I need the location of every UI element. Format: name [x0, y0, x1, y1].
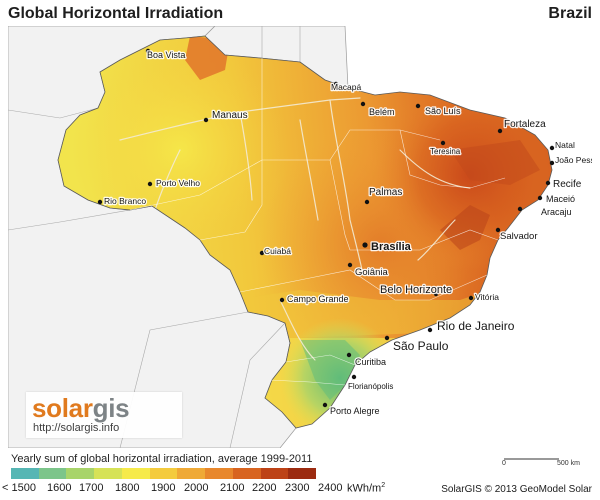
city-marker — [279, 297, 285, 303]
city-label: Palmas — [369, 187, 402, 198]
city-marker — [468, 295, 474, 301]
city-label: Manaus — [212, 110, 248, 121]
city-label: Curitiba — [355, 357, 386, 367]
legend-label-6: 2100 — [220, 482, 245, 494]
city-label: Goiânia — [355, 267, 388, 278]
legend-color-bar — [11, 468, 317, 479]
city-label: Vitória — [475, 292, 499, 302]
city-label: São Paulo — [393, 339, 449, 353]
city-label: Porto Alegre — [330, 406, 380, 416]
scale-zero-label: 0 — [502, 460, 506, 467]
legend-swatch-1 — [38, 468, 67, 479]
city-marker — [362, 242, 368, 248]
city-label: Teresina — [430, 147, 461, 156]
legend-label-8: 2300 — [285, 482, 310, 494]
solargis-logo: solargis http://solargis.info — [26, 392, 182, 438]
legend-swatch-2 — [66, 468, 95, 479]
city-marker — [549, 145, 555, 151]
legend-label-1: 1600 — [47, 482, 72, 494]
scale-bar-graphic — [504, 458, 559, 460]
city-marker — [440, 140, 446, 146]
legend-label-5: 2000 — [184, 482, 209, 494]
city-marker — [495, 227, 501, 233]
city-marker — [360, 101, 366, 107]
legend-unit: kWh/m2 — [347, 482, 385, 495]
city-marker — [147, 181, 153, 187]
city-marker — [549, 160, 555, 166]
city-marker — [517, 206, 523, 212]
city-label: Macapá — [331, 82, 362, 92]
legend-label-0: < 1500 — [2, 482, 36, 494]
legend-label-4: 1900 — [151, 482, 176, 494]
city-marker — [537, 195, 543, 201]
city-label: Cuiabá — [264, 246, 291, 256]
legend-swatch-7 — [205, 468, 233, 479]
legend-title: Yearly sum of global horizontal irradiat… — [11, 453, 313, 465]
legend-swatch-10 — [288, 468, 317, 479]
legend-swatch-0 — [11, 468, 39, 479]
credit-line: SolarGIS © 2013 GeoModel Solar — [441, 484, 592, 495]
logo-word-gis: gis — [92, 393, 130, 423]
city-label: Porto Velho — [156, 178, 200, 188]
city-label: Maceió — [546, 194, 575, 204]
city-marker — [259, 250, 265, 256]
city-marker — [433, 291, 439, 297]
scale-distance-label: 500 km — [557, 460, 580, 467]
legend-swatch-5 — [149, 468, 178, 479]
city-label: São Luís — [425, 106, 461, 116]
logo-url[interactable]: http://solargis.info — [33, 422, 120, 434]
city-marker — [497, 128, 503, 134]
legend-swatch-6 — [177, 468, 206, 479]
city-marker — [415, 103, 421, 109]
city-marker — [347, 262, 353, 268]
city-marker — [364, 199, 370, 205]
city-label: Fortaleza — [504, 119, 546, 130]
legend-label-7: 2200 — [252, 482, 277, 494]
logo-word-solar: solar — [32, 393, 93, 423]
city-label: Rio de Janeiro — [437, 319, 515, 333]
city-marker — [203, 117, 209, 123]
city-marker — [333, 81, 339, 87]
city-label: Belém — [369, 107, 395, 117]
irradiation-map: Boa Vista Macapá Manaus Belém São Luís Fortal… — [8, 26, 592, 448]
legend-label-2: 1700 — [79, 482, 104, 494]
city-label: Belo Horizonte — [380, 284, 452, 296]
city-markers: Boa Vista Macapá Manaus Belém São Luís Fortal… — [97, 48, 592, 417]
city-label: Florianópolis — [348, 382, 393, 391]
legend-label-3: 1800 — [115, 482, 140, 494]
city-label: Rio Branco — [104, 196, 146, 206]
legend-label-9: 2400 — [318, 482, 343, 494]
city-marker — [145, 48, 151, 54]
logo-wordmark: solargis — [32, 393, 130, 423]
city-marker — [427, 327, 433, 333]
legend-swatch-3 — [94, 468, 122, 479]
city-marker — [322, 402, 328, 408]
city-label: Campo Grande — [287, 294, 349, 304]
map-title: Global Horizontal Irradiation — [8, 5, 224, 22]
city-label: Boa Vista — [147, 50, 185, 60]
legend-unit-text: kWh/m — [347, 482, 382, 495]
city-marker — [545, 180, 551, 186]
city-label: Salvador — [500, 231, 538, 242]
city-marker — [97, 199, 103, 205]
legend-swatch-8 — [232, 468, 261, 479]
city-label: Recife — [553, 179, 582, 190]
state-borders — [129, 58, 506, 386]
city-marker — [346, 352, 352, 358]
city-label: Natal — [555, 140, 575, 150]
city-marker — [351, 374, 357, 380]
legend-swatch-9 — [260, 468, 289, 479]
brazil-outline — [57, 35, 553, 429]
city-label: Brasília — [371, 241, 412, 253]
country-name: Brazil — [548, 5, 592, 22]
legend-unit-superscript: 2 — [381, 482, 386, 489]
city-label: Aracaju — [541, 207, 572, 217]
city-marker — [384, 335, 390, 341]
legend-swatch-4 — [121, 468, 150, 479]
city-label: João Pessoa — [555, 155, 592, 165]
